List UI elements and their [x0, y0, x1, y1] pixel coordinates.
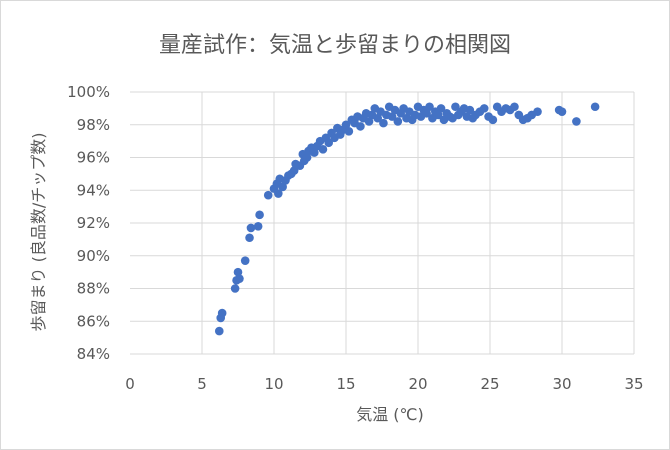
data-point — [235, 274, 244, 283]
data-point — [318, 145, 328, 154]
data-point — [373, 113, 382, 123]
data-point — [590, 102, 600, 112]
y-tick-label: 92% — [77, 214, 110, 232]
x-tick-label: 35 — [624, 375, 643, 393]
data-point — [255, 210, 264, 220]
x-tick-label: 30 — [552, 375, 571, 393]
data-point — [245, 233, 254, 243]
data-point — [324, 138, 334, 148]
data-point — [214, 326, 224, 336]
x-tick-label: 20 — [408, 375, 427, 393]
y-tick-label: 96% — [77, 149, 110, 167]
data-point — [379, 118, 388, 128]
data-point — [425, 102, 434, 112]
data-point — [510, 102, 519, 112]
data-point — [310, 148, 319, 157]
data-point — [240, 256, 250, 265]
data-point — [572, 117, 581, 126]
y-tick-label: 86% — [77, 312, 110, 330]
data-point — [263, 190, 273, 200]
data-point — [289, 166, 299, 175]
data-point — [341, 120, 351, 130]
x-tick-label: 10 — [264, 375, 283, 393]
data-point — [465, 105, 475, 115]
data-point — [422, 108, 431, 118]
data-point — [246, 223, 256, 233]
data-point — [274, 189, 283, 198]
data-point — [233, 267, 243, 277]
x-tick-label: 15 — [336, 375, 355, 393]
data-point — [230, 284, 240, 293]
data-point — [488, 115, 498, 125]
data-point — [451, 102, 460, 112]
data-point — [302, 153, 312, 162]
y-tick-labels: 84% 86% 88% 90% 92% 94% 96% 98% 100% — [67, 83, 110, 363]
data-point — [433, 110, 443, 120]
y-tick-label: 90% — [77, 247, 110, 265]
data-point — [557, 107, 567, 116]
data-point — [278, 182, 287, 192]
data-point — [217, 308, 227, 318]
data-point — [364, 117, 374, 126]
data-point — [387, 112, 397, 121]
x-tick-labels: 0 5 10 15 20 25 30 35 — [125, 375, 643, 393]
data-point — [253, 221, 263, 231]
chart-title: 量産試作：気温と歩留まりの相関図 — [159, 33, 511, 58]
y-tick-label: 88% — [77, 280, 110, 298]
data-points — [214, 102, 600, 336]
data-point — [436, 104, 446, 113]
data-point — [356, 122, 365, 131]
grid-layer — [130, 91, 635, 355]
y-tick-label: 100% — [67, 83, 110, 101]
x-tick-label: 25 — [480, 375, 499, 393]
y-tick-label: 98% — [77, 116, 110, 134]
y-tick-label: 94% — [77, 181, 110, 199]
data-point — [533, 107, 542, 116]
data-point — [344, 127, 354, 136]
x-tick-label: 0 — [125, 375, 135, 393]
y-tick-label: 84% — [77, 345, 110, 363]
x-axis-title: 気温 (℃) — [356, 405, 424, 424]
x-tick-label: 5 — [197, 375, 207, 393]
data-point — [479, 104, 489, 113]
data-point — [393, 117, 403, 126]
y-axis-title: 歩留まり (良品数/チップ数) — [29, 133, 48, 332]
